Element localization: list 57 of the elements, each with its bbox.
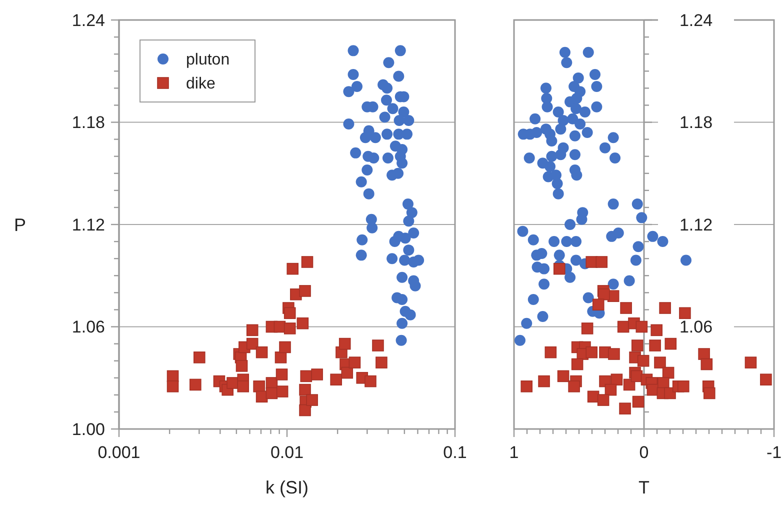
point <box>650 324 663 336</box>
point <box>664 338 677 350</box>
y-axis-title: P <box>14 214 26 235</box>
point <box>637 354 650 367</box>
point <box>700 358 713 370</box>
point <box>654 356 666 368</box>
x-tick-label: 1 <box>509 442 519 462</box>
point <box>698 348 710 360</box>
x-axis-title: k (SI) <box>266 477 308 498</box>
point <box>636 320 648 333</box>
point <box>586 346 598 358</box>
point <box>538 375 550 388</box>
y-tick-label: 1.12 <box>72 215 105 234</box>
point <box>604 384 617 396</box>
point <box>608 348 620 360</box>
y-tick-label: 1.06 <box>679 318 713 337</box>
x-axis-title: T <box>638 477 650 498</box>
y-tick-label: 1.18 <box>679 113 713 132</box>
point <box>597 394 610 406</box>
point <box>679 307 691 320</box>
point <box>657 377 670 389</box>
point <box>592 298 604 310</box>
point <box>703 387 716 400</box>
legend-label: pluton <box>186 52 230 69</box>
y-tick-label: 1.12 <box>679 215 713 234</box>
point <box>620 302 632 314</box>
y-tick-label: 1.00 <box>72 420 105 439</box>
x-tick-label: 0.1 <box>443 442 467 462</box>
y-tick-label: 1.18 <box>72 113 105 132</box>
point <box>598 288 610 300</box>
point <box>587 390 600 403</box>
point <box>619 402 631 414</box>
point <box>677 380 690 392</box>
point <box>520 380 533 392</box>
point <box>581 322 594 334</box>
point <box>631 340 644 352</box>
point <box>557 370 570 382</box>
point <box>744 356 757 368</box>
point <box>632 396 644 408</box>
point <box>617 320 630 333</box>
y-tick-label: 1.24 <box>72 10 105 30</box>
point <box>760 374 772 386</box>
point <box>596 256 608 268</box>
y-tick-label: 1.24 <box>679 10 713 30</box>
point <box>568 380 580 392</box>
y-tick-label: 1.06 <box>72 318 105 337</box>
x-tick-label: -1 <box>766 442 782 462</box>
point <box>571 358 584 370</box>
legend-label: dike <box>186 76 216 93</box>
point <box>553 262 566 275</box>
point <box>649 340 661 352</box>
x-tick-label: 0 <box>639 442 649 462</box>
point <box>544 346 557 358</box>
x-tick-label: 0.01 <box>270 442 304 462</box>
point <box>659 302 671 314</box>
x-tick-label: 0.001 <box>98 442 140 462</box>
point <box>610 374 623 386</box>
